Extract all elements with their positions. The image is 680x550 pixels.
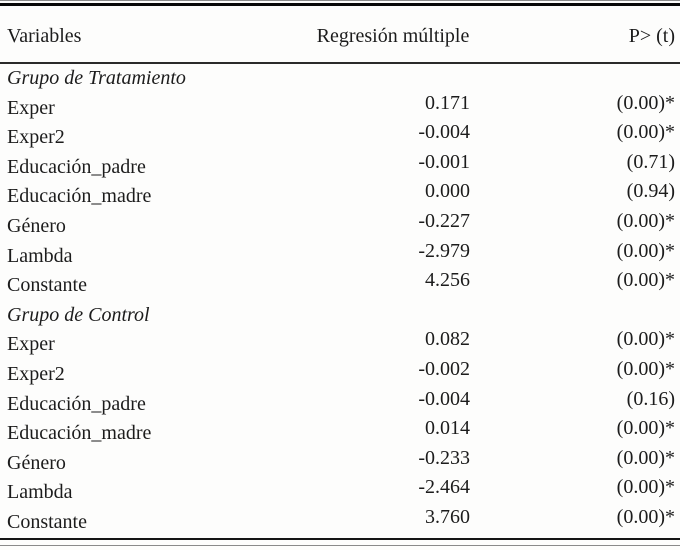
cell-coefficient: 4.256 xyxy=(425,269,470,292)
cell-coefficient: -0.233 xyxy=(418,446,470,469)
cell-coefficient: -0.227 xyxy=(418,209,470,232)
column-header-regresion-multiple: Regresión múltiple xyxy=(316,24,470,47)
cell-p-value: (0.00)* xyxy=(616,328,675,351)
table-row: Lambda -2.979 (0.00)* xyxy=(0,240,680,272)
section-title: Grupo de Tratamiento xyxy=(7,67,186,89)
cell-variable-name: Género xyxy=(7,451,66,474)
bottom-rule-mid xyxy=(0,537,680,540)
cell-coefficient: -0.004 xyxy=(418,387,470,410)
cell-variable-name: Género xyxy=(7,214,66,237)
cell-variable-name: Exper2 xyxy=(7,126,65,149)
table-body: Grupo de Tratamiento Exper 0.171 (0.00)* Exp… xyxy=(0,64,680,538)
cell-coefficient: -2.464 xyxy=(418,476,470,499)
bottom-rule-thin xyxy=(0,544,680,546)
cell-variable-name: Exper xyxy=(7,333,55,356)
cell-variable-name: Educación_padre xyxy=(7,392,146,415)
cell-variable-name: Educación_padre xyxy=(7,155,146,178)
table-row: Educación_madre 0.000 (0.94) xyxy=(0,180,680,212)
table-row: Exper 0.171 (0.00)* xyxy=(0,92,680,124)
section-row: Grupo de Tratamiento xyxy=(0,64,680,94)
cell-coefficient: 0.014 xyxy=(425,417,470,440)
cell-variable-name: Exper xyxy=(7,96,55,119)
cell-coefficient: 0.082 xyxy=(425,328,470,351)
cell-p-value: (0.00)* xyxy=(616,446,675,469)
table-row: Constante 3.760 (0.00)* xyxy=(0,506,680,538)
table-row: Constante 4.256 (0.00)* xyxy=(0,269,680,301)
cell-variable-name: Educación_madre xyxy=(7,185,152,208)
cell-variable-name: Exper2 xyxy=(7,362,65,385)
table-row: Exper2 -0.004 (0.00)* xyxy=(0,121,680,153)
cell-p-value: (0.00)* xyxy=(616,269,675,292)
cell-p-value: (0.16) xyxy=(626,387,675,410)
cell-variable-name: Constante xyxy=(7,510,87,533)
table-row: Educación_padre -0.001 (0.71) xyxy=(0,151,680,183)
cell-coefficient: -0.002 xyxy=(418,357,470,380)
cell-p-value: (0.00)* xyxy=(616,357,675,380)
cell-coefficient: 0.000 xyxy=(425,180,470,203)
cell-variable-name: Lambda xyxy=(7,481,73,504)
table-row: Educación_padre -0.004 (0.16) xyxy=(0,388,680,420)
cell-variable-name: Constante xyxy=(7,274,87,297)
cell-coefficient: 3.760 xyxy=(425,505,470,528)
table-row: Exper 0.082 (0.00)* xyxy=(0,328,680,360)
cell-p-value: (0.00)* xyxy=(616,476,675,499)
header-separator-rule xyxy=(0,62,680,64)
table-row: Educación_madre 0.014 (0.00)* xyxy=(0,417,680,449)
section-row: Grupo de Control xyxy=(0,301,680,331)
table-row: Lambda -2.464 (0.00)* xyxy=(0,476,680,508)
cell-coefficient: -2.979 xyxy=(418,239,470,262)
table-header-row: Variables Regresión múltiple P> (t) xyxy=(0,6,680,62)
cell-coefficient: 0.171 xyxy=(425,91,470,114)
table-row: Género -0.233 (0.00)* xyxy=(0,447,680,479)
cell-p-value: (0.00)* xyxy=(616,417,675,440)
top-rule-thick xyxy=(0,3,680,6)
cell-variable-name: Lambda xyxy=(7,244,73,267)
cell-p-value: (0.00)* xyxy=(616,121,675,144)
table-row: Género -0.227 (0.00)* xyxy=(0,210,680,242)
section-title: Grupo de Control xyxy=(7,303,150,326)
cell-p-value: (0.00)* xyxy=(616,505,675,528)
top-rule-thin xyxy=(0,0,680,1)
table-row: Exper2 -0.002 (0.00)* xyxy=(0,358,680,390)
cell-p-value: (0.00)* xyxy=(616,91,675,114)
cell-p-value: (0.71) xyxy=(626,150,675,173)
cell-variable-name: Educación_madre xyxy=(7,422,152,445)
cell-p-value: (0.00)* xyxy=(616,209,675,232)
column-header-variables: Variables xyxy=(7,24,82,47)
cell-coefficient: -0.001 xyxy=(418,150,470,173)
cell-coefficient: -0.004 xyxy=(418,121,470,144)
cell-p-value: (0.94) xyxy=(626,180,675,203)
column-header-p-value: P> (t) xyxy=(628,24,675,47)
cell-p-value: (0.00)* xyxy=(616,239,675,262)
